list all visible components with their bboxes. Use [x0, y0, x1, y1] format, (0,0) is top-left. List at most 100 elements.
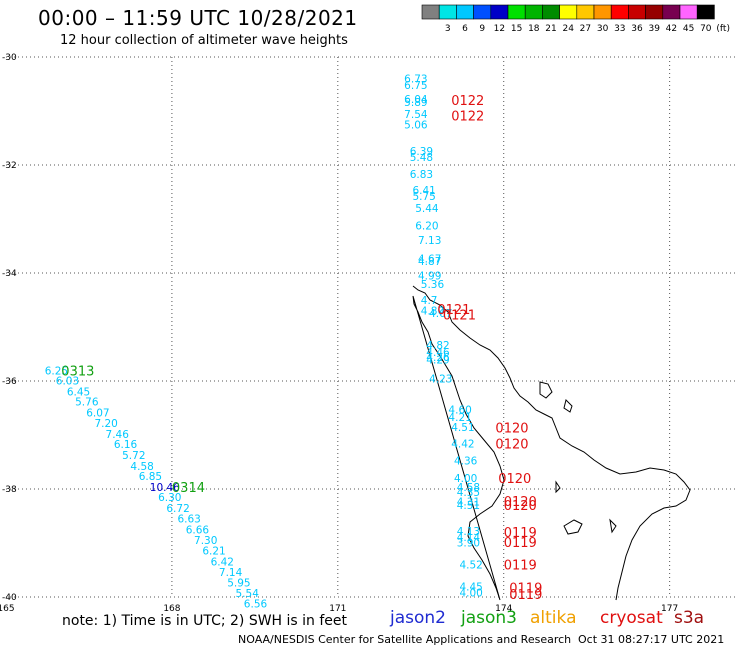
y-tick-label: -32 — [2, 161, 17, 171]
time-label: 0122 — [451, 109, 484, 124]
time-label: 0313 — [61, 365, 94, 380]
swh-value: 4.36 — [454, 455, 478, 467]
swh-value: 4.60 — [448, 405, 471, 417]
time-label: 0120 — [504, 495, 537, 510]
time-label: 0119 — [504, 559, 537, 574]
swh-value: 4.13 — [457, 526, 480, 538]
swh-value: 4.46 — [426, 347, 450, 359]
swh-value: 5.36 — [421, 279, 445, 291]
swh-value: 7.13 — [418, 235, 441, 247]
swh-value: 5.06 — [404, 120, 428, 132]
time-label: 0314 — [172, 481, 205, 496]
x-tick-label: 168 — [163, 604, 180, 614]
time-labels: 0122012201210121012001200120012001200119… — [61, 94, 542, 603]
swh-value: 5.76 — [75, 397, 99, 409]
swh-value: 4.7 — [421, 295, 438, 307]
swh-points: 6.736.75 6.045.897.545.06 6.395.48 6.83 6.41… — [45, 74, 483, 611]
time-label: 0120 — [498, 472, 531, 487]
time-label: 0119 — [504, 526, 537, 541]
swh-value: 4.80 — [421, 305, 444, 317]
legend-label: 33 — [614, 24, 625, 34]
swh-value: 6.75 — [404, 80, 427, 92]
swh-value: 10.46 — [150, 482, 180, 494]
swh-value: 7.20 — [94, 418, 117, 430]
swh-value: 6.16 — [114, 439, 138, 451]
swh-value: 4.21 — [448, 412, 471, 424]
satellite-label-altika: altika — [530, 608, 577, 628]
swh-value: 4.00 — [459, 588, 482, 600]
satellite-label-cryosat: cryosat — [600, 608, 663, 628]
swh-value: 4.99 — [418, 271, 441, 283]
color-legend: 3 6 9 12 15 18 21 24 27 30 33 36 39 42 45 70 (ft) — [421, 4, 730, 34]
time-label: 0120 — [495, 421, 528, 436]
swh-value: 6.20 — [415, 220, 438, 232]
swh-value: 4.58 — [130, 461, 153, 473]
x-tick-label: 171 — [329, 604, 346, 614]
legend-label: 70 — [700, 24, 712, 34]
swh-value: 5.72 — [122, 450, 145, 462]
swh-value: 5.89 — [404, 97, 427, 109]
swh-value: 4.26 — [426, 352, 450, 364]
legend-unit: (ft) — [716, 24, 730, 34]
time-label: 0122 — [451, 94, 484, 109]
legend-label: 42 — [666, 24, 677, 34]
satellite-label-s3a: s3a — [674, 608, 705, 628]
swh-value: 4.00 — [454, 473, 477, 485]
legend-label: 45 — [683, 24, 694, 34]
x-tick-label: 165 — [0, 604, 15, 614]
swh-value: 4.42 — [451, 439, 474, 451]
swh-value: 4.52 — [459, 560, 482, 572]
swh-value: 6.56 — [244, 598, 268, 610]
swh-value: 4.45 — [459, 582, 482, 594]
time-label: 0121 — [437, 303, 470, 318]
swh-value: 5.95 — [227, 577, 250, 589]
swh-value: 3.90 — [457, 537, 480, 549]
swh-value: 4.31 — [457, 496, 480, 508]
time-label: 0119 — [509, 588, 542, 603]
y-tick-label: -36 — [2, 377, 17, 387]
north-island-coastline — [412, 285, 691, 601]
credit-text: NOAA/NESDIS Center for Satellite Applica… — [238, 633, 572, 646]
swh-value: 6.03 — [56, 375, 79, 387]
swh-value: 5.44 — [415, 203, 439, 215]
swh-value: 6.04 — [404, 94, 428, 106]
swh-value: 6.42 — [211, 556, 234, 568]
time-label: 0120 — [504, 499, 537, 514]
legend-label: 36 — [631, 24, 643, 34]
swh-value: 6.66 — [186, 525, 210, 537]
time-label: 0120 — [495, 438, 528, 453]
y-tick-label: -34 — [2, 269, 17, 279]
swh-value: 4.58 — [457, 482, 480, 494]
swh-value: 6.41 — [412, 185, 435, 197]
swh-value: 6.39 — [410, 146, 433, 158]
swh-value: 7.30 — [194, 535, 217, 547]
y-tick-label: -40 — [2, 593, 17, 603]
swh-value: 4.82 — [426, 340, 449, 352]
time-label: 0119 — [509, 581, 542, 596]
swh-value: 4.67 — [429, 308, 452, 320]
swh-value: 5.48 — [410, 152, 433, 164]
note-text: note: 1) Time is in UTC; 2) SWH is in fe… — [62, 613, 348, 629]
swh-value: 4.35 — [457, 487, 480, 499]
swh-value: 4.67 — [418, 253, 441, 265]
chart-title: 00:00 – 11:59 UTC 10/28/2021 — [38, 6, 358, 30]
swh-value: 4.87 — [418, 256, 441, 268]
x-tick-label: 177 — [661, 604, 678, 614]
coastline — [412, 285, 691, 601]
satellite-label-jason2: jason2 — [390, 608, 446, 628]
legend-label: 9 — [479, 24, 485, 34]
swh-value: 4.23 — [429, 373, 452, 385]
swh-value: 7.14 — [219, 567, 243, 579]
swh-value: 6.25 — [45, 366, 68, 378]
time-label: 0119 — [504, 536, 537, 551]
x-tick-label: 174 — [495, 604, 512, 614]
grid-lines — [6, 56, 736, 598]
swh-value: 6.83 — [410, 169, 433, 181]
swh-value: 5.75 — [412, 191, 435, 203]
swh-value: 6.21 — [202, 546, 225, 558]
legend-label: 18 — [528, 24, 540, 34]
swh-value: 6.07 — [86, 407, 109, 419]
swh-value: 6.85 — [139, 471, 162, 483]
swh-value: 6.45 — [67, 386, 90, 398]
